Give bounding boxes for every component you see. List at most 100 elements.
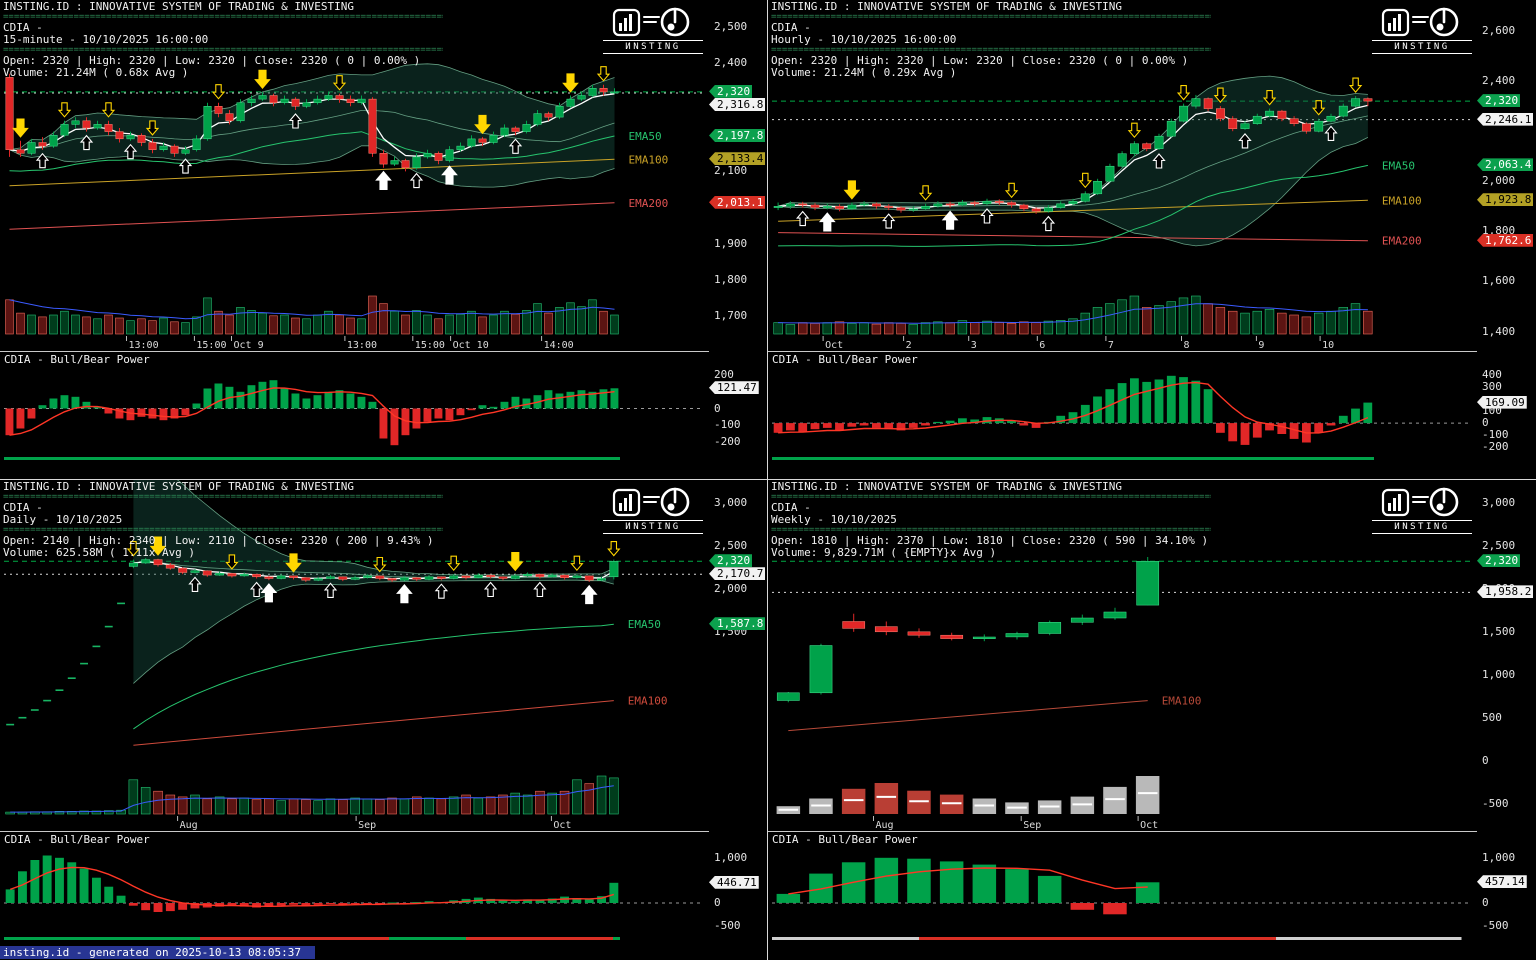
insting-logo-text: ИNSTING <box>603 40 703 54</box>
x-axis: 13:00 15:00 Oct 9 13:00 15:00 Oct 10 14:00 <box>126 336 574 351</box>
x-axis-label: Sep <box>358 820 376 831</box>
insting-logo-mark <box>1381 487 1459 517</box>
insting-logo: ИNSTING <box>603 5 703 54</box>
sell-arrow <box>506 552 524 572</box>
bullbear-histogram <box>4 855 704 912</box>
price-badge: 2,320 <box>1477 94 1521 108</box>
trend-strip <box>772 937 919 940</box>
price-axis-label: 1,700 <box>714 308 748 322</box>
buy-arrow <box>123 143 138 160</box>
price-axis-label: 2,500 <box>714 19 748 33</box>
bbp-chart <box>4 855 704 940</box>
buy-arrow <box>434 583 449 599</box>
indicator-badge: 446.71 <box>709 875 759 889</box>
sell-arrow <box>1348 77 1363 93</box>
buy-arrow <box>580 584 598 605</box>
sell-arrow <box>447 555 461 572</box>
ema100-line: EMA100 <box>9 153 668 187</box>
trend-strip <box>1276 937 1462 940</box>
price-axis-label: 2,000 <box>714 581 748 595</box>
insting-logo-text: ИNSTING <box>1372 520 1472 534</box>
price-axis-label: 2,400 <box>1482 74 1516 88</box>
buy-arrow <box>508 138 523 154</box>
price-badge: 1,762.6 <box>1477 233 1534 247</box>
insting-logo: ИNSTING <box>1372 5 1472 54</box>
sell-arrow <box>562 73 579 93</box>
buy-arrow <box>796 210 810 227</box>
bbp-title: CDIA - Bull/Bear Power <box>0 351 709 367</box>
candles-layer <box>776 557 1160 703</box>
insting-logo-mark <box>612 7 690 37</box>
price-chart: EMA100 EMA200 EMA50 Oct 2 3 6 7 8 9 10 <box>772 75 1472 351</box>
ema-label: EMA200 <box>1382 235 1422 248</box>
price-axis: 2,500 2,400 2,100 1,900 1,800 1,700 2,320 2,316… <box>709 0 767 479</box>
buy-arrow <box>941 210 959 230</box>
ema-label: EMA100 <box>1162 695 1202 708</box>
sell-arrow <box>211 84 226 100</box>
indicator-axis-label: 1,000 <box>1482 850 1516 864</box>
price-axis-label: 1,000 <box>1482 667 1516 681</box>
price-badge: 2,013.1 <box>709 195 766 209</box>
x-axis-label: Oct <box>553 820 571 831</box>
signal-line <box>788 867 1148 895</box>
sell-arrow <box>225 554 239 570</box>
signal-arrows <box>126 536 621 605</box>
price-axis: 2,600 2,400 2,000 1,800 1,600 1,400 2,320 2,246… <box>1477 0 1535 479</box>
price-axis-label: 2,500 <box>1482 538 1516 552</box>
price-badge: 2,320 <box>1477 554 1521 568</box>
price-axis-label: 1,800 <box>714 272 748 286</box>
volume-ma-line <box>9 299 615 320</box>
ema-label: EMA50 <box>628 618 661 631</box>
buy-arrow <box>288 113 303 129</box>
price-badge: 2,133.4 <box>709 152 766 166</box>
price-badge: 1,923.8 <box>1477 193 1534 207</box>
buy-arrow <box>188 576 202 592</box>
indicator-axis-label: 1,000 <box>714 850 748 864</box>
candles-layer <box>128 557 619 582</box>
x-axis-label: 15:00 <box>415 340 445 351</box>
price-badge: 2,320 <box>709 554 753 568</box>
ema50-line: EMA50 <box>133 618 661 730</box>
indicator-axis-label: 400 <box>1482 367 1502 381</box>
insting-logo-text: ИNSTING <box>603 520 703 534</box>
price-axis: 3,000 2,500 2,000 1,500 2,320 2,170.7 1,587.8 1… <box>709 480 767 960</box>
indicator-axis-label: 0 <box>714 896 721 909</box>
ema-label: EMA100 <box>628 695 668 708</box>
price-axis-label: 2,500 <box>714 538 748 552</box>
trend-strip <box>4 457 620 460</box>
buy-arrow <box>260 583 278 603</box>
volume-layer <box>773 295 1373 335</box>
insting-logo: ИNSTING <box>603 485 703 534</box>
bbp-title: CDIA - Bull/Bear Power <box>768 351 1477 367</box>
ema-label: EMA100 <box>1382 194 1422 207</box>
x-axis-label: 8 <box>1184 340 1190 351</box>
ema200-line: EMA200 <box>778 232 1422 248</box>
x-axis-label: 14:00 <box>544 340 574 351</box>
sell-arrow <box>1176 85 1191 101</box>
x-axis-label: 3 <box>971 340 977 351</box>
level-lines <box>4 91 704 94</box>
indicator-badge: 121.47 <box>709 381 759 395</box>
ema-label: EMA50 <box>629 130 662 143</box>
bullbear-histogram <box>772 857 1472 915</box>
indicator-badge: 169.09 <box>1477 395 1527 409</box>
bbp-chart <box>4 380 704 460</box>
price-badge: 1,958.2 <box>1477 585 1534 599</box>
signal-line <box>9 387 615 436</box>
signal-arrows <box>12 66 611 190</box>
price-axis-label: 3,000 <box>714 495 748 509</box>
price-axis-label: 1,500 <box>1482 624 1516 638</box>
chart-panel-daily: EMA100 EMA50 Aug Sep Oct INSTING.ID : INNOVA… <box>0 480 768 960</box>
indicator-axis-label: 0 <box>714 401 721 415</box>
candles-layer <box>5 73 619 172</box>
x-axis: Aug Sep Oct <box>873 816 1158 831</box>
indicator-axis-label: -100 <box>714 418 741 432</box>
price-axis-label: -500 <box>1482 796 1509 810</box>
volume-layer <box>5 295 619 335</box>
ema50-line: EMA50 <box>778 159 1415 247</box>
x-axis: Oct 2 3 6 7 8 9 10 <box>822 336 1334 351</box>
price-badge: 1,587.8 <box>709 617 766 631</box>
insting-logo: ИNSTING <box>1372 485 1472 534</box>
volume-layer <box>5 775 619 815</box>
